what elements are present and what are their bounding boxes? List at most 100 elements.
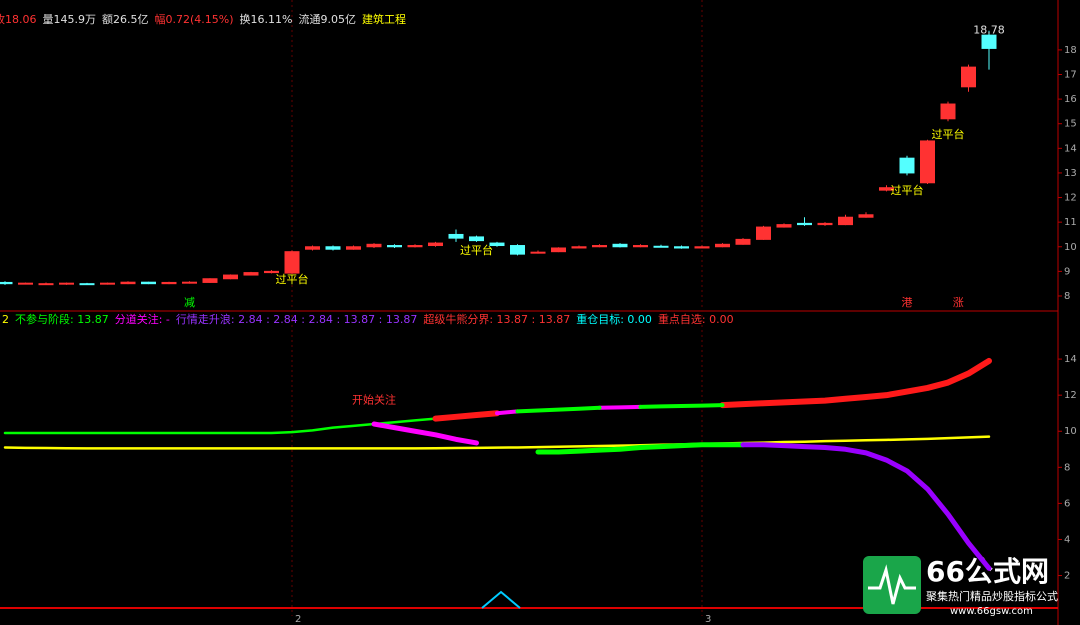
marker bbox=[481, 590, 521, 609]
candle-body bbox=[305, 246, 320, 250]
candle-body bbox=[592, 245, 607, 248]
y-tick-label: 18 bbox=[1064, 45, 1077, 56]
candle-body bbox=[899, 157, 915, 174]
y-tick-label: 14 bbox=[1064, 354, 1077, 365]
y-tick-label: 10 bbox=[1064, 426, 1077, 437]
x-tick-label: 2 bbox=[295, 614, 301, 625]
header-item: 重仓目标: 0.00 bbox=[576, 312, 652, 326]
candle-body bbox=[38, 283, 54, 286]
candle-body bbox=[223, 274, 238, 280]
candle-body bbox=[858, 214, 874, 218]
annotation: 过平台 bbox=[460, 243, 493, 257]
candle-body bbox=[79, 283, 95, 286]
candle-body bbox=[571, 246, 587, 249]
y-tick-label: 8 bbox=[1064, 291, 1070, 302]
candle-body bbox=[551, 247, 566, 253]
indicator-line bbox=[3, 417, 437, 435]
candle-body bbox=[284, 251, 300, 274]
header-item: 收18.06 bbox=[0, 12, 37, 26]
y-tick-label: 12 bbox=[1064, 390, 1077, 401]
candle-body bbox=[264, 270, 279, 274]
watermark-url: www.66gsw.com bbox=[950, 606, 1033, 617]
candle-body bbox=[694, 246, 710, 249]
header-item: 分道关注: - bbox=[115, 312, 170, 326]
candle-body bbox=[797, 222, 812, 226]
indicator-line bbox=[371, 421, 479, 446]
candle-body bbox=[530, 251, 546, 254]
candle-body bbox=[633, 245, 648, 248]
candle-body bbox=[387, 245, 402, 248]
y-tick-label: 4 bbox=[1064, 534, 1070, 545]
annotation: 涨 bbox=[953, 296, 964, 309]
y-tick-label: 8 bbox=[1064, 462, 1070, 473]
annotation: 过平台 bbox=[891, 183, 924, 197]
candle-body bbox=[961, 66, 976, 88]
y-tick-label: 13 bbox=[1064, 168, 1077, 179]
header-item: 不参与阶段: 13.87 bbox=[15, 312, 109, 326]
candle-body bbox=[653, 245, 669, 248]
annotation: 港 bbox=[902, 296, 913, 309]
candle-body bbox=[366, 243, 382, 248]
header-item: 量145.9万 bbox=[43, 13, 97, 26]
candle-body bbox=[469, 236, 484, 242]
header-item: 超级牛熊分界: 13.87 : 13.87 bbox=[423, 312, 570, 326]
logo-pulse bbox=[868, 564, 916, 605]
annotation: 减 bbox=[184, 296, 195, 309]
candle-body bbox=[920, 140, 935, 184]
y-tick-label: 14 bbox=[1064, 143, 1077, 154]
candle-body bbox=[981, 34, 997, 49]
candle-body bbox=[838, 216, 853, 226]
indicator-line bbox=[515, 403, 725, 414]
indicator-line bbox=[740, 442, 992, 571]
candle-body bbox=[735, 238, 751, 245]
indicator-line bbox=[495, 404, 643, 416]
header-item: 换16.11% bbox=[240, 12, 293, 26]
annotation: 过平台 bbox=[276, 272, 309, 286]
header-item: 行情走升浪: 2.84 : 2.84 : 2.84 : 13.87 : 13.8… bbox=[176, 312, 417, 326]
watermark-subtitle: 聚集热门精品炒股指标公式 bbox=[926, 589, 1058, 603]
header-item: 额26.5亿 bbox=[102, 13, 149, 26]
candle-body bbox=[756, 226, 771, 240]
candle-body bbox=[612, 243, 628, 248]
candle-body bbox=[0, 281, 13, 285]
header-item: 2 bbox=[2, 313, 9, 326]
candle-body bbox=[428, 242, 443, 247]
candle-body bbox=[510, 245, 525, 255]
candle-body bbox=[448, 233, 464, 239]
y-tick-label: 12 bbox=[1064, 193, 1077, 204]
header-item: 建筑工程 bbox=[362, 12, 406, 26]
candle-body bbox=[202, 278, 218, 283]
candle-body bbox=[18, 282, 33, 285]
y-tick-label: 17 bbox=[1064, 70, 1077, 81]
watermark-title: 66公式网 bbox=[926, 555, 1049, 588]
y-tick-label: 2 bbox=[1064, 571, 1070, 582]
candle-body bbox=[59, 282, 74, 285]
y-tick-label: 6 bbox=[1064, 498, 1070, 509]
candle-body bbox=[817, 222, 833, 226]
y-tick-label: 10 bbox=[1064, 242, 1077, 253]
y-tick-label: 11 bbox=[1064, 217, 1077, 228]
watermark: 66公式网 聚集热门精品炒股指标公式 www.66gsw.com bbox=[863, 555, 1058, 617]
y-tick-label: 15 bbox=[1064, 119, 1077, 130]
indicator-line bbox=[535, 442, 746, 455]
candle-body bbox=[346, 246, 361, 250]
candle-body bbox=[182, 281, 197, 284]
candle-body bbox=[879, 187, 894, 191]
header-item: 重点自选: 0.00 bbox=[658, 312, 734, 326]
y-tick-label: 9 bbox=[1064, 266, 1070, 277]
header-item: 幅0.72(4.15%) bbox=[155, 13, 234, 26]
candle-body bbox=[776, 224, 792, 228]
annotation: 开始关注 bbox=[352, 393, 396, 407]
candle-body bbox=[161, 281, 177, 285]
candle-body bbox=[100, 282, 115, 285]
indicator-line bbox=[432, 357, 992, 422]
candle-body bbox=[940, 103, 956, 120]
candle-body bbox=[674, 246, 689, 249]
indicator-line bbox=[3, 435, 991, 450]
annotation: 过平台 bbox=[932, 127, 965, 141]
header-item: 流通9.05亿 bbox=[298, 12, 356, 26]
logo bbox=[863, 556, 921, 614]
x-tick-label: 3 bbox=[705, 614, 711, 625]
